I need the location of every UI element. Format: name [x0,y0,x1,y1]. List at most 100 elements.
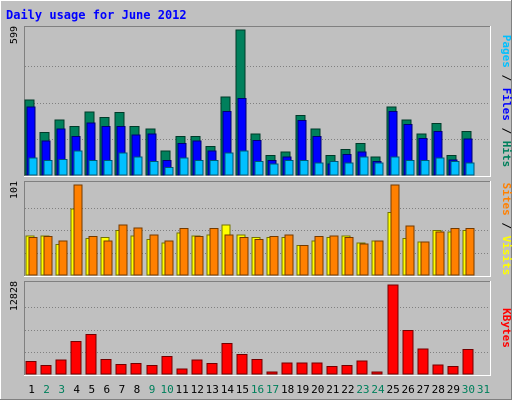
pages-bar-day-2 [43,159,53,176]
day-label-6: 6 [104,383,111,396]
kbytes-bar-day-21 [326,365,338,375]
pages-bar-day-28 [435,157,445,176]
day-label-23: 23 [356,383,369,396]
day-label-7: 7 [119,383,126,396]
kbytes-bar-day-6 [100,358,112,375]
day-label-17: 17 [266,383,279,396]
sites-bar-day-6 [103,240,113,276]
sites-bar-day-24 [374,240,384,276]
kbytes-bar-day-20 [311,362,323,375]
pages-bar-day-16 [254,161,264,176]
kbytes-bar-day-11 [176,368,188,375]
kbytes-bar-day-4 [70,340,82,375]
kbytes-bar-day-22 [341,365,353,375]
day-label-18: 18 [281,383,294,396]
visits-sites-ylabel-part-2: Visits [500,236,512,276]
pages-bar-day-21 [329,161,339,176]
pages-bar-day-24 [374,162,384,176]
kbytes-ylabel-part-0: KBytes [500,308,512,348]
pages-bar-day-14 [224,152,234,176]
kbytes-bar-day-18 [281,362,293,375]
pages-bar-day-26 [405,159,415,176]
pages-bar-day-18 [284,159,294,176]
kbytes-bar-day-25 [387,284,399,375]
hits-files-pages-ylabel-part-0: Pages [500,35,512,68]
kbytes-bar-day-14 [221,342,233,375]
pages-bar-day-23 [359,156,369,176]
kbytes-bar-day-24 [371,371,383,375]
pages-bar-day-29 [450,161,460,176]
sites-bar-day-17 [269,236,279,276]
day-label-29: 29 [447,383,460,396]
sites-bar-day-10 [164,240,174,276]
hits-files-pages-panel: 599 Pages / Files / Hits [9,26,512,177]
sites-bar-day-20 [314,236,324,276]
sites-bar-day-19 [299,245,309,276]
kbytes-bar-day-12 [191,359,203,375]
sites-bar-day-27 [420,241,430,276]
sites-bar-day-7 [118,224,128,276]
kbytes-bar-day-23 [356,360,368,375]
pages-bar-day-6 [103,159,113,176]
chart-title: Daily usage for June 2012 [6,8,187,22]
pages-bar-day-30 [465,162,475,176]
visits-sites-ylabel: Sites / Visits [500,183,512,276]
kbytes-bar-day-10 [161,356,173,375]
kbytes-bar-day-27 [417,348,429,375]
sites-bar-day-16 [254,238,264,276]
day-label-31: 31 [477,383,490,396]
sites-bar-day-11 [179,228,189,276]
hits-files-pages-ylabel-part-3: / [500,121,512,141]
day-label-22: 22 [341,383,354,396]
day-label-1: 1 [28,383,35,396]
pages-bar-day-9 [149,161,159,176]
pages-bar-day-10 [164,166,174,176]
pages-bar-day-19 [299,159,309,176]
kbytes-bar-day-9 [146,365,158,375]
visits-sites-panel: 101 Sites / Visits [9,181,512,277]
sites-bar-day-22 [344,237,354,276]
kbytes-bar-day-2 [40,365,52,375]
day-label-15: 15 [236,383,249,396]
sites-bar-day-1 [28,237,38,276]
pages-bar-day-12 [194,159,204,176]
hits-files-pages-ylabel-part-1: / [500,68,512,88]
day-label-28: 28 [432,383,445,396]
sites-bar-day-14 [224,234,234,276]
day-label-20: 20 [311,383,324,396]
visits-sites-ylabel-part-1: / [500,216,512,236]
sites-bar-day-28 [435,231,445,276]
kbytes-bar-day-13 [206,363,218,375]
hits-files-pages-ylabel-part-2: Files [500,88,512,121]
sites-bar-day-23 [359,243,369,276]
day-label-21: 21 [326,383,339,396]
kbytes-bar-day-15 [236,354,248,375]
pages-bar-day-25 [390,156,400,176]
sites-bar-day-5 [88,236,98,276]
day-label-12: 12 [191,383,204,396]
pages-bar-day-4 [73,150,83,176]
sites-bar-day-30 [465,228,475,276]
kbytes-bar-day-26 [402,329,414,375]
day-label-30: 30 [462,383,475,396]
visits-sites-max-label: 101 [9,181,20,199]
kbytes-bar-day-7 [115,363,127,375]
pages-bar-day-22 [344,162,354,176]
day-label-16: 16 [251,383,264,396]
sites-bar-day-3 [58,240,68,276]
kbytes-panel: 12828 KBytes [9,281,512,376]
pages-bar-day-8 [133,156,143,176]
day-label-26: 26 [402,383,415,396]
day-label-10: 10 [160,383,173,396]
pages-bar-day-15 [239,150,249,176]
day-label-9: 9 [149,383,156,396]
day-label-5: 5 [88,383,95,396]
day-label-3: 3 [58,383,65,396]
kbytes-bar-day-16 [251,358,263,375]
pages-bar-day-3 [58,158,68,176]
pages-bar-day-27 [420,159,430,176]
sites-bar-day-21 [329,235,339,276]
kbytes-bar-day-17 [266,371,278,375]
